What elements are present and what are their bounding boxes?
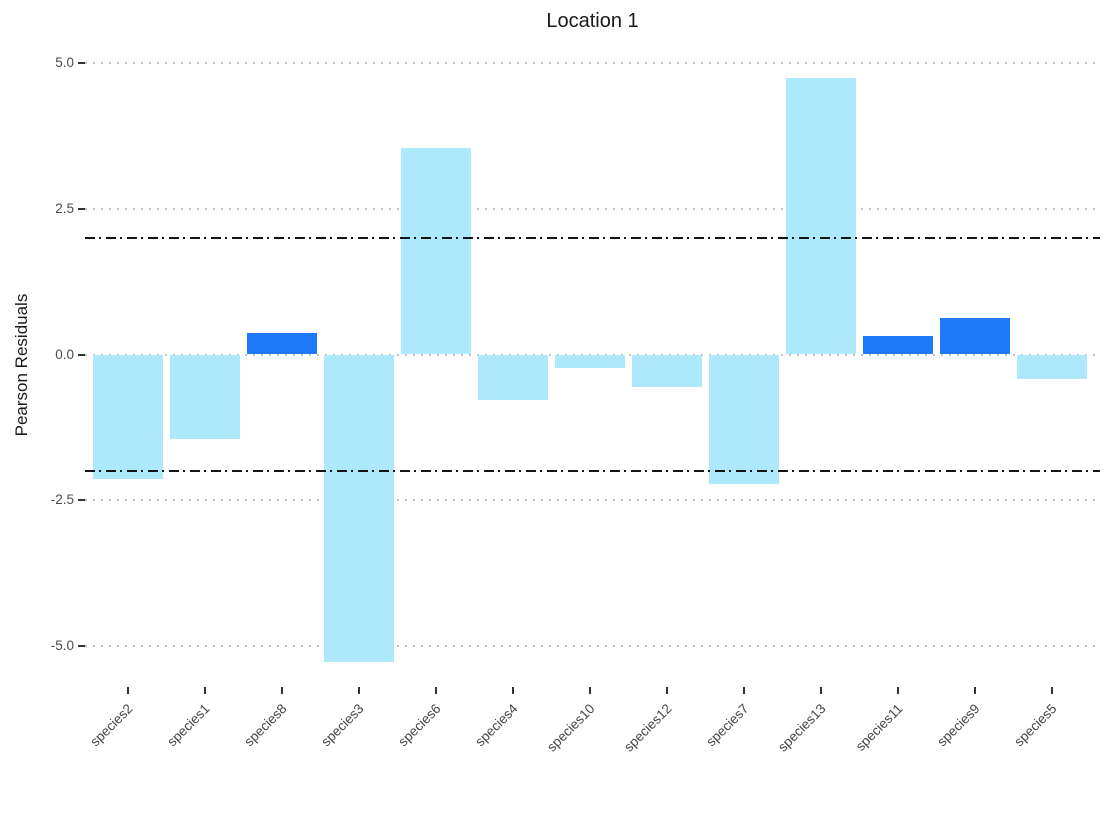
y-tick-label: 2.5 — [55, 200, 74, 216]
chart-title: Location 1 — [546, 10, 639, 32]
y-axis-tick — [78, 353, 85, 356]
y-tick-label: 0.0 — [55, 346, 74, 362]
bar-species12 — [632, 354, 702, 388]
bar-species9 — [940, 317, 1010, 355]
bar-species4 — [478, 354, 548, 400]
y-axis-tick — [78, 62, 85, 64]
bar-species7 — [709, 354, 779, 484]
bar-species1 — [170, 354, 240, 440]
x-axis-tick — [204, 687, 206, 694]
gridline-y--2.5 — [85, 499, 1100, 502]
bar-species2 — [93, 354, 163, 480]
bar-species11 — [863, 335, 933, 355]
bar-species13 — [786, 78, 856, 355]
gridline-y-2.5 — [85, 207, 1100, 210]
x-axis-tick — [820, 687, 822, 694]
y-axis-tick — [78, 207, 85, 210]
x-axis-tick — [666, 687, 668, 694]
y-axis-tick — [78, 645, 85, 647]
bar-species10 — [555, 354, 625, 369]
y-tick-label: 5.0 — [55, 55, 74, 70]
y-axis-tick — [78, 499, 85, 502]
plot-panel — [85, 45, 1100, 685]
bar-species6 — [401, 148, 471, 355]
y-tick-label: -5.0 — [50, 638, 74, 653]
x-axis-tick — [743, 687, 745, 694]
x-axis-tick — [512, 687, 514, 694]
x-axis-tick — [1051, 687, 1053, 694]
x-axis-tick — [589, 687, 591, 694]
reference-line-2 — [85, 236, 1100, 239]
x-axis-tick — [358, 687, 360, 694]
x-axis-tick — [281, 687, 283, 694]
bar-species5 — [1017, 354, 1087, 379]
x-axis-tick — [435, 687, 437, 694]
gridline-y--5.0 — [85, 645, 1100, 647]
x-axis-tick — [974, 687, 976, 694]
bar-species3 — [324, 354, 394, 662]
x-axis-tick — [127, 687, 129, 694]
bar-species8 — [247, 332, 317, 355]
y-axis-title: Pearson Residuals — [12, 293, 31, 437]
y-tick-label: -2.5 — [50, 492, 74, 508]
gridline-y-5.0 — [85, 62, 1100, 64]
x-axis-tick — [897, 687, 899, 694]
reference-line--2 — [85, 470, 1100, 473]
